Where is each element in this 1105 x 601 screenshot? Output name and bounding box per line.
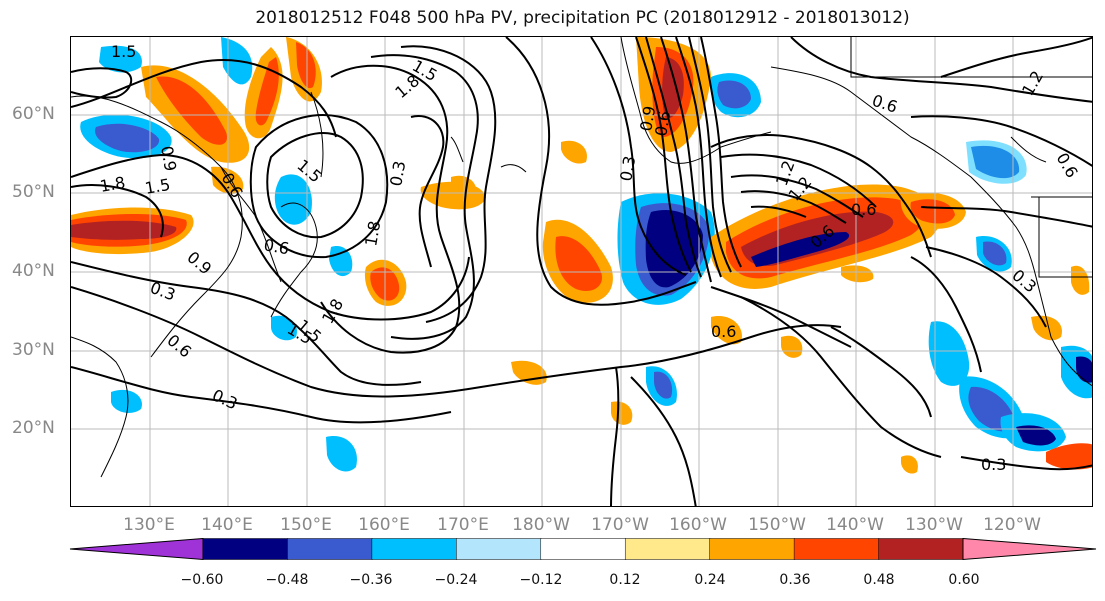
contour-label: 0.3 <box>981 455 1006 474</box>
colorbar-tick: 0.60 <box>948 572 980 588</box>
contour-label: 0.6 <box>1053 150 1082 182</box>
lon-label-150e: 150°E <box>280 515 332 535</box>
colorbar-tick: 0.36 <box>779 572 811 588</box>
contour-label: 0.6 <box>651 109 674 137</box>
colorbar-segment <box>371 538 458 560</box>
colorbar-segment <box>709 538 795 560</box>
contour-label: 0.9 <box>636 104 659 132</box>
lat-label-60n: 60°N <box>12 104 55 124</box>
colorbar-tick: −0.36 <box>349 572 393 588</box>
colorbar-tick: −0.48 <box>265 572 309 588</box>
colorbar-tick: 0.48 <box>863 572 895 588</box>
lon-label-130e: 130°E <box>123 515 175 535</box>
lon-label-170w: 170°W <box>591 515 649 535</box>
colorbar-extend-max <box>963 538 1096 560</box>
lon-label-180w: 180°W <box>512 515 570 535</box>
map-canvas: 1.5 1.5 1.8 0.6 1.2 0.9 1.5 0.3 1.5 1.8 … <box>71 37 1092 506</box>
contour-label: 1.5 <box>143 175 171 198</box>
contour-label: 0.3 <box>386 159 409 187</box>
lon-label-170e: 170°E <box>437 515 489 535</box>
coastlines <box>71 37 1092 478</box>
map-panel: 1.5 1.5 1.8 0.6 1.2 0.9 1.5 0.3 1.5 1.8 … <box>70 36 1093 507</box>
contour-label: 0.3 <box>616 154 639 182</box>
lon-label-140e: 140°E <box>201 515 253 535</box>
lon-label-120w: 120°W <box>983 515 1041 535</box>
contour-label: 0.6 <box>870 91 900 117</box>
contour-label: 1.8 <box>98 173 126 196</box>
map-title: 2018012512 F048 500 hPa PV, precipitatio… <box>255 8 910 28</box>
lat-label-40n: 40°N <box>12 261 55 281</box>
contour-label: 0.3 <box>209 385 240 413</box>
lat-label-50n: 50°N <box>12 182 55 202</box>
contour-label: 1.5 <box>111 42 136 61</box>
colorbar-segment <box>793 538 880 560</box>
colorbar-segment <box>287 538 373 560</box>
colorbar-extend-min <box>70 538 203 560</box>
contour-label: 0.9 <box>183 248 215 279</box>
contour-label: 0.6 <box>851 200 876 219</box>
colorbar-segment <box>878 538 964 560</box>
contour-label: 0.6 <box>262 235 290 258</box>
pv-contours <box>71 37 1092 506</box>
lon-label-160w: 160°W <box>669 515 727 535</box>
colorbar-segment <box>202 538 289 560</box>
colorbar-tick: −0.24 <box>434 572 478 588</box>
lon-label-160e: 160°E <box>358 515 410 535</box>
lat-label-20n: 20°N <box>12 418 55 438</box>
contour-label: 1.8 <box>361 219 384 247</box>
colorbar-segment <box>540 538 626 560</box>
colorbar-segment <box>456 538 542 560</box>
lon-label-150w: 150°W <box>748 515 806 535</box>
colorbar-tick: 0.12 <box>609 572 641 588</box>
colorbar-tick: −0.60 <box>180 572 224 588</box>
lat-label-30n: 30°N <box>12 340 55 360</box>
colorbar-tick: −0.12 <box>519 572 563 588</box>
colorbar-segment <box>624 538 711 560</box>
colorbar <box>69 538 1097 561</box>
contour-label: 0.6 <box>711 322 736 341</box>
contour-label: 0.3 <box>148 278 178 305</box>
colorbar-tick: 0.24 <box>694 572 726 588</box>
precipitation-shading <box>71 37 1092 474</box>
lon-label-140w: 140°W <box>826 515 884 535</box>
contour-label: 0.9 <box>157 144 180 172</box>
contour-label: 1.8 <box>318 295 347 327</box>
lon-label-130w: 130°W <box>905 515 963 535</box>
